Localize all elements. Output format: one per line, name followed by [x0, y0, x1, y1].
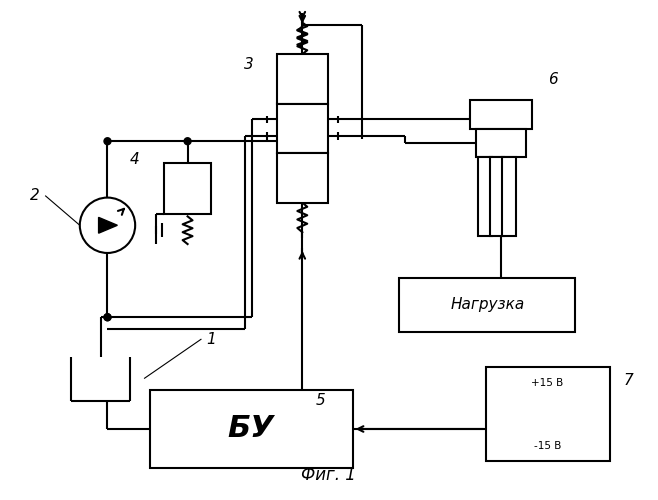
- Text: 4: 4: [130, 152, 139, 166]
- Bar: [470, 100, 532, 130]
- Circle shape: [184, 138, 191, 144]
- Text: БУ: БУ: [228, 414, 274, 444]
- Bar: [276, 104, 328, 153]
- Text: +15 В: +15 В: [532, 378, 564, 388]
- Circle shape: [104, 314, 111, 320]
- Text: 6: 6: [547, 72, 557, 88]
- Bar: [486, 366, 610, 460]
- Text: 1: 1: [207, 332, 216, 346]
- Bar: [276, 54, 328, 104]
- Circle shape: [80, 198, 135, 253]
- Text: -15 В: -15 В: [534, 441, 561, 451]
- Bar: [502, 157, 516, 236]
- Text: Нагрузка: Нагрузка: [450, 297, 524, 312]
- Bar: [276, 153, 328, 202]
- Text: 7: 7: [624, 373, 634, 388]
- Text: 2: 2: [30, 188, 40, 203]
- Bar: [399, 278, 575, 332]
- Bar: [150, 390, 353, 468]
- Polygon shape: [99, 218, 117, 233]
- Circle shape: [104, 314, 111, 320]
- Text: 5: 5: [315, 393, 325, 408]
- Bar: [490, 157, 504, 236]
- Text: 3: 3: [244, 56, 254, 72]
- Bar: [476, 130, 526, 157]
- Circle shape: [104, 138, 111, 144]
- Bar: [164, 163, 211, 214]
- Text: Фиг. 1: Фиг. 1: [301, 466, 355, 484]
- Bar: [478, 157, 492, 236]
